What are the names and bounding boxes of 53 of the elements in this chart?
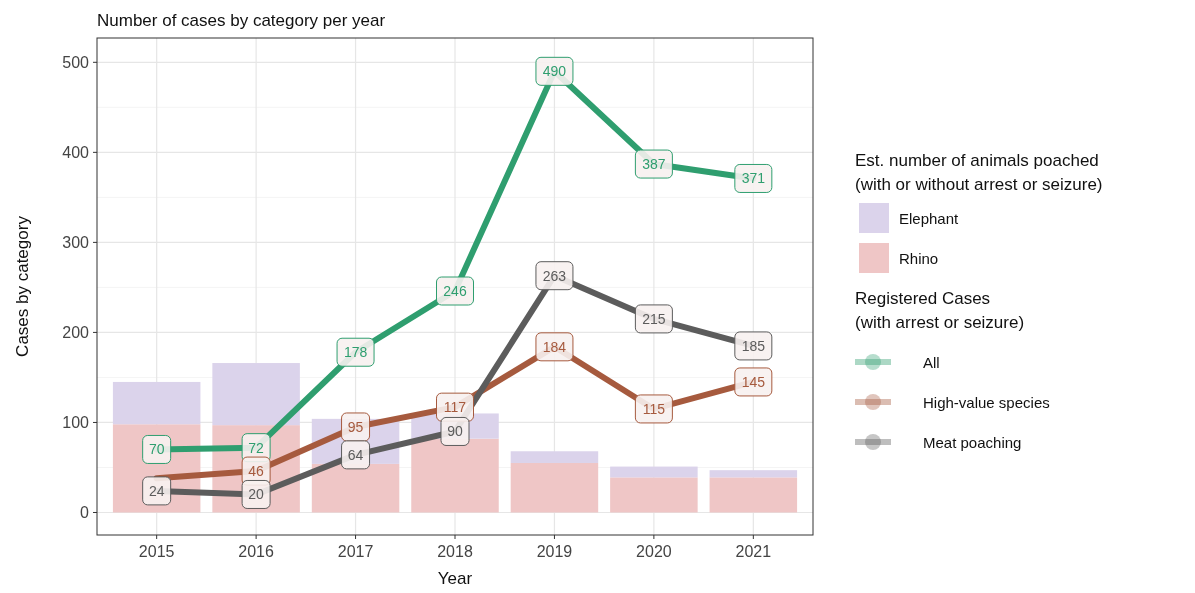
data-label: 72	[248, 439, 265, 456]
data-label: 215	[642, 310, 666, 327]
x-tick-label: 2019	[536, 543, 573, 560]
legend-label: High-value species	[923, 394, 1050, 411]
y-tick-label: 300	[62, 234, 90, 252]
data-label: 371	[741, 170, 766, 187]
data-label: 184	[542, 338, 567, 355]
data-label: 70	[148, 441, 165, 458]
x-tick-label: 2016	[238, 543, 275, 560]
data-label: 145	[741, 373, 766, 390]
legend-label: All	[923, 354, 940, 371]
data-label: 20	[248, 486, 265, 503]
x-axis-title: Year	[437, 569, 473, 588]
y-tick-label: 0	[80, 504, 90, 522]
y-tick-label: 500	[62, 54, 90, 72]
bar	[510, 451, 599, 463]
y-tick-label: 400	[62, 144, 90, 162]
data-label: 46	[248, 463, 265, 480]
data-label: 246	[443, 283, 467, 299]
text: Registered Cases (with arrest or seizure)	[855, 289, 1025, 332]
legend-title: Est. number of animals poached (with or without arrest or seizure)	[855, 151, 1103, 194]
x-tick-label: 2017	[337, 543, 374, 560]
x-tick-label: 2021	[735, 543, 772, 560]
bar	[510, 462, 599, 513]
x-tick-label: 2018	[437, 543, 473, 560]
legend-label: Rhino	[899, 250, 939, 267]
legend-label: Elephant	[899, 210, 960, 227]
bar	[709, 470, 798, 478]
bar	[311, 463, 400, 513]
bar	[709, 477, 798, 513]
bar	[212, 363, 300, 426]
data-label: 117	[443, 399, 467, 416]
x-tick-label: 2020	[636, 543, 672, 560]
data-label: 90	[447, 423, 463, 440]
data-label: 185	[741, 337, 766, 354]
y-axis-title: Cases by category	[13, 215, 32, 357]
y-tick-label: 100	[62, 414, 90, 432]
bar	[610, 477, 698, 513]
y-tick-label: 200	[62, 324, 90, 342]
bar	[610, 466, 698, 478]
bar	[112, 381, 201, 425]
bar	[411, 438, 499, 513]
data-label: 115	[642, 400, 666, 417]
data-label: 263	[542, 267, 567, 284]
data-label: 64	[347, 446, 364, 463]
data-label: 24	[148, 482, 165, 499]
data-label: 95	[347, 418, 364, 435]
x-tick-label: 2015	[138, 543, 175, 560]
data-label: 387	[642, 156, 666, 173]
data-label: 490	[542, 63, 567, 80]
legend-label: Meat poaching	[923, 434, 1022, 451]
data-label: 178	[343, 344, 368, 361]
chart-title: Number of cases by category per year	[97, 11, 386, 30]
